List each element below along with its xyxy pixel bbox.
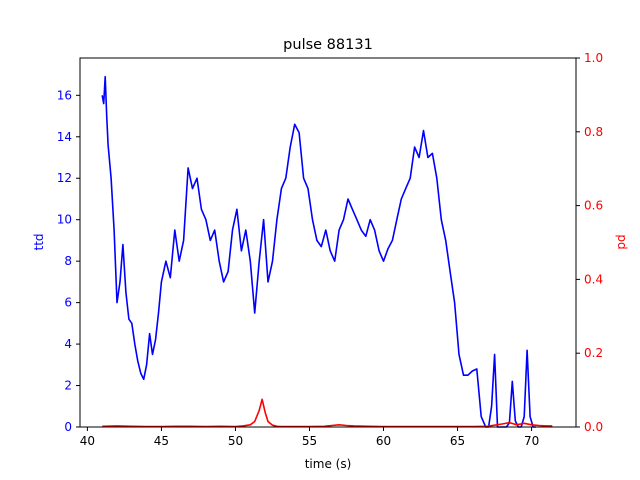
y-right-tick-label: 0.8 [584,125,603,139]
y-right-tick-label: 1.0 [584,51,603,65]
x-axis-label: time (s) [305,457,352,471]
y-right-tick-label: 0.6 [584,199,603,213]
x-tick-label: 60 [376,434,391,448]
y-axis-right-label: pd [614,234,628,249]
y-axis-right: 0.0 0.2 0.4 0.6 0.8 1.0 [576,51,603,434]
y-axis-left: 0 2 4 6 8 10 12 14 16 [57,88,80,434]
x-tick-label: 55 [302,434,317,448]
y-left-tick-label: 2 [64,379,72,393]
y-axis-left-label: ttd [32,233,46,250]
y-left-tick-label: 0 [64,420,72,434]
y-left-tick-label: 6 [64,296,72,310]
x-tick-label: 70 [524,434,539,448]
y-left-tick-label: 12 [57,171,72,185]
y-left-tick-label: 14 [57,130,72,144]
y-right-tick-label: 0.4 [584,272,603,286]
x-tick-label: 65 [450,434,465,448]
y-left-tick-label: 8 [64,254,72,268]
x-axis: 40 45 50 55 60 65 70 [80,427,539,448]
y-right-tick-label: 0.2 [584,346,603,360]
chart-title: pulse 88131 [283,37,373,53]
ttd-series-line [101,75,536,428]
y-left-tick-label: 16 [57,88,72,102]
x-tick-label: 50 [228,434,243,448]
plot-frame [79,57,577,428]
x-tick-label: 45 [154,434,169,448]
y-left-tick-label: 4 [64,337,72,351]
x-tick-label: 40 [80,434,95,448]
y-right-tick-label: 0.0 [584,420,603,434]
y-left-tick-label: 10 [57,213,72,227]
